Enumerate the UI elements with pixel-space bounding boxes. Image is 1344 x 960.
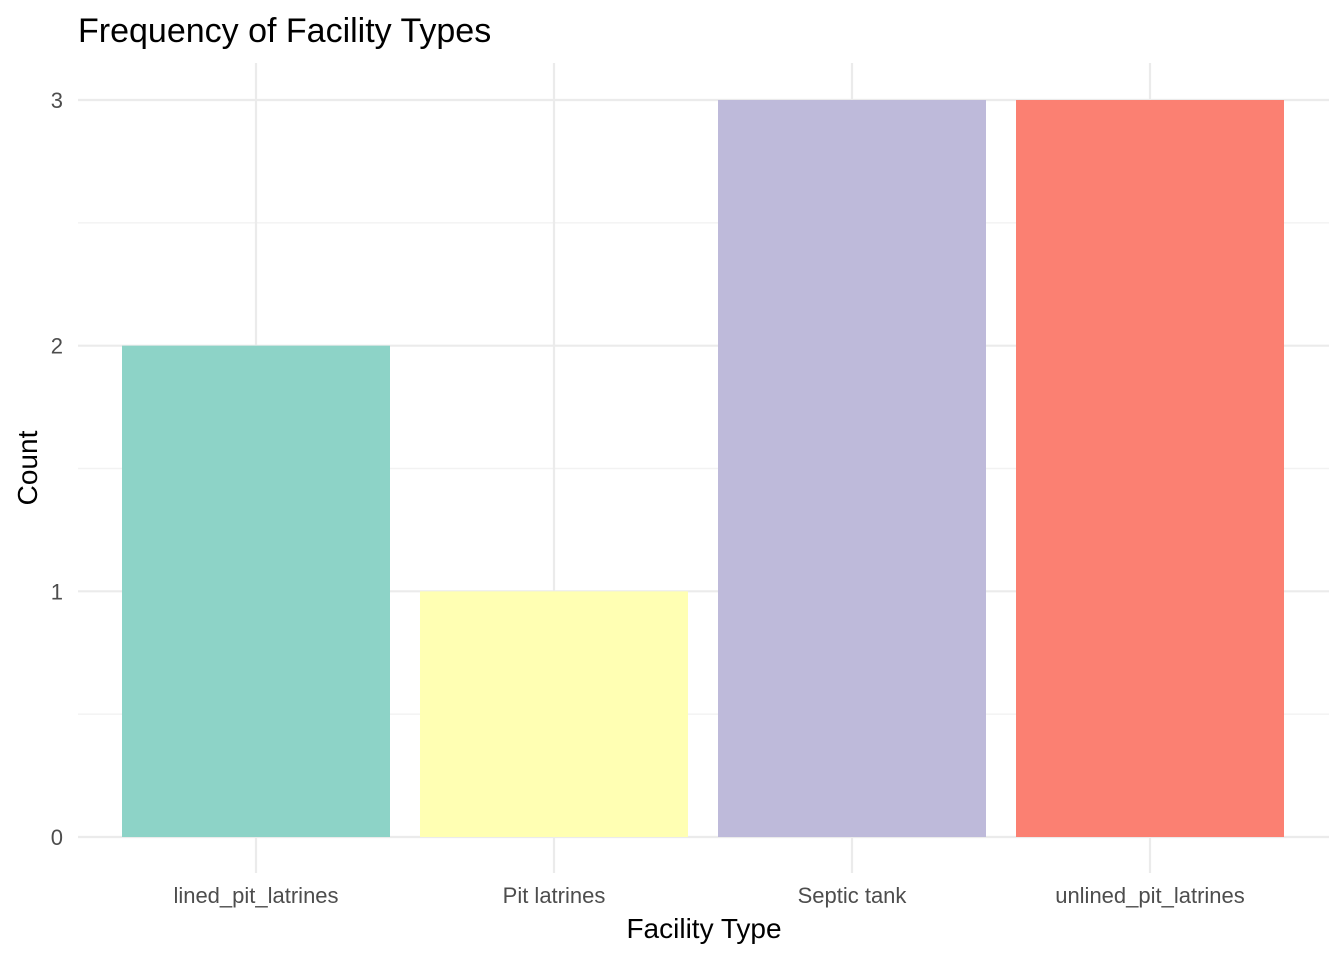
- x-tick-label: Septic tank: [798, 883, 908, 908]
- bar-unlined-pit-latrines: [1016, 100, 1284, 837]
- x-tick-label: lined_pit_latrines: [173, 883, 338, 908]
- x-tick-label: Pit latrines: [503, 883, 606, 908]
- y-tick-label: 1: [51, 579, 63, 604]
- bar-lined-pit-latrines: [122, 345, 390, 837]
- x-tick-label: unlined_pit_latrines: [1055, 883, 1245, 908]
- y-axis-ticks: 0 1 2 3: [51, 88, 63, 850]
- chart-title: Frequency of Facility Types: [78, 12, 491, 50]
- y-tick-label: 3: [51, 88, 63, 113]
- bars: [122, 100, 1284, 837]
- bar-pit-latrines: [420, 591, 688, 837]
- y-tick-label: 0: [51, 825, 63, 850]
- x-axis-title: Facility Type: [626, 913, 781, 944]
- x-axis-ticks: lined_pit_latrines Pit latrines Septic tan…: [173, 883, 1244, 908]
- y-axis-title: Count: [12, 430, 43, 505]
- y-tick-label: 2: [51, 334, 63, 359]
- bar-septic-tank: [718, 100, 986, 837]
